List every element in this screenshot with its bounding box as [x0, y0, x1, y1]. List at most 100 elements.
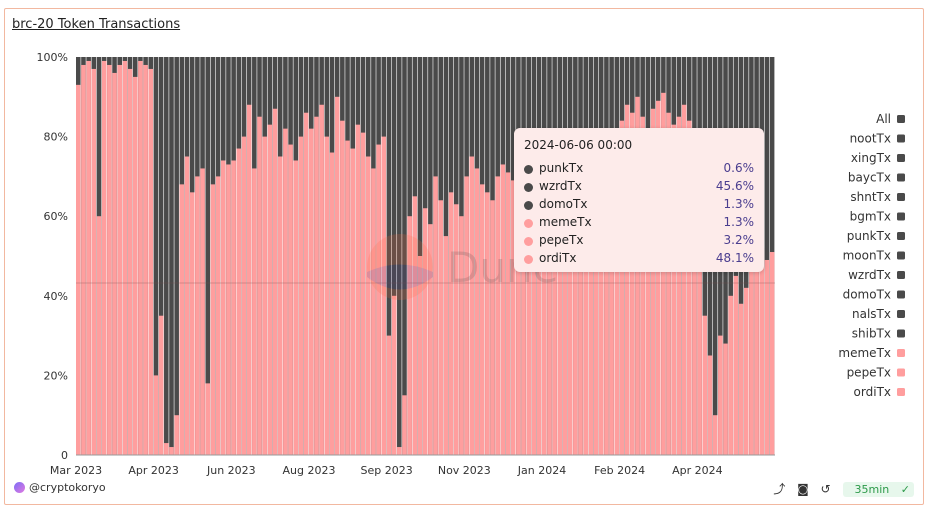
- bar-pink-segment[interactable]: [179, 184, 185, 456]
- bar-pink-segment[interactable]: [500, 164, 506, 455]
- legend-label[interactable]: bgmTx: [850, 210, 891, 224]
- legend-swatch[interactable]: [897, 349, 905, 357]
- bar-pink-segment[interactable]: [619, 120, 625, 456]
- bar-dark-segment[interactable]: [391, 57, 397, 455]
- bar-pink-segment[interactable]: [557, 208, 563, 455]
- bar-pink-segment[interactable]: [386, 335, 392, 455]
- bar-pink-segment[interactable]: [272, 108, 278, 456]
- bar-dark-segment[interactable]: [764, 57, 770, 455]
- bar-pink-segment[interactable]: [215, 176, 221, 455]
- bar-pink-segment[interactable]: [91, 68, 97, 455]
- bar-pink-segment[interactable]: [583, 204, 588, 455]
- bar-pink-segment[interactable]: [531, 176, 537, 455]
- bar-pink-segment[interactable]: [127, 68, 133, 455]
- bar-pink-segment[interactable]: [293, 160, 299, 456]
- bar-pink-segment[interactable]: [474, 168, 480, 455]
- bar-pink-segment[interactable]: [743, 287, 749, 455]
- bar-pink-segment[interactable]: [200, 168, 205, 455]
- camera-icon[interactable]: ◙: [797, 482, 809, 496]
- legend-label[interactable]: baycTx: [848, 171, 891, 185]
- bar-pink-segment[interactable]: [567, 200, 573, 455]
- bar-pink-segment[interactable]: [650, 108, 656, 456]
- bar-pink-segment[interactable]: [604, 196, 609, 456]
- bar-pink-segment[interactable]: [355, 124, 361, 455]
- author-link[interactable]: @cryptokoryo: [14, 481, 106, 494]
- bar-pink-segment[interactable]: [101, 60, 107, 455]
- bar-pink-segment[interactable]: [593, 212, 599, 455]
- bar-pink-segment[interactable]: [417, 256, 423, 455]
- bar-dark-segment[interactable]: [205, 57, 211, 455]
- legend-label[interactable]: shibTx: [852, 327, 891, 341]
- bar-pink-segment[interactable]: [148, 68, 154, 455]
- bar-pink-segment[interactable]: [314, 116, 319, 455]
- bar-pink-segment[interactable]: [526, 168, 532, 455]
- bar-pink-segment[interactable]: [189, 192, 195, 455]
- bar-pink-segment[interactable]: [226, 164, 231, 455]
- bar-dark-segment[interactable]: [397, 57, 402, 455]
- legend-swatch[interactable]: [897, 271, 905, 279]
- bar-pink-segment[interactable]: [319, 104, 324, 455]
- bar-pink-segment[interactable]: [329, 152, 335, 455]
- bar-pink-segment[interactable]: [158, 315, 164, 455]
- bar-pink-segment[interactable]: [692, 128, 697, 455]
- legend-swatch[interactable]: [897, 290, 905, 299]
- legend-swatch[interactable]: [897, 329, 905, 338]
- bar-pink-segment[interactable]: [132, 76, 138, 456]
- bar-pink-segment[interactable]: [686, 120, 692, 456]
- bar-pink-segment[interactable]: [174, 415, 179, 455]
- bar-pink-segment[interactable]: [112, 72, 117, 456]
- legend-label[interactable]: pepeTx: [847, 366, 891, 380]
- bar-pink-segment[interactable]: [433, 176, 438, 455]
- bar-pink-segment[interactable]: [635, 96, 640, 456]
- bar-pink-segment[interactable]: [360, 132, 366, 455]
- bar-pink-segment[interactable]: [614, 216, 620, 455]
- bar-pink-segment[interactable]: [764, 259, 770, 455]
- legend-label[interactable]: moonTx: [843, 249, 891, 263]
- bar-pink-segment[interactable]: [655, 100, 661, 455]
- bar-pink-segment[interactable]: [485, 192, 490, 455]
- bar-pink-segment[interactable]: [402, 395, 407, 455]
- bar-pink-segment[interactable]: [257, 116, 262, 455]
- legend-swatch[interactable]: [897, 212, 905, 221]
- bar-pink-segment[interactable]: [624, 104, 630, 455]
- legend-swatch[interactable]: [897, 232, 905, 240]
- bar-pink-segment[interactable]: [138, 60, 143, 455]
- bar-pink-segment[interactable]: [267, 124, 273, 455]
- bar-pink-segment[interactable]: [443, 236, 449, 455]
- bar-pink-segment[interactable]: [153, 375, 159, 455]
- bar-pink-segment[interactable]: [542, 192, 547, 455]
- legend-swatch[interactable]: [897, 173, 905, 182]
- bar-pink-segment[interactable]: [671, 124, 677, 455]
- legend-swatch[interactable]: [897, 310, 905, 318]
- bar-pink-segment[interactable]: [143, 64, 148, 456]
- bar-pink-segment[interactable]: [707, 355, 713, 456]
- refresh-badge[interactable]: 35min ✓: [842, 482, 914, 497]
- bar-pink-segment[interactable]: [681, 104, 687, 455]
- bar-pink-segment[interactable]: [81, 64, 86, 456]
- legend-label[interactable]: punkTx: [847, 229, 891, 243]
- legend-swatch[interactable]: [897, 154, 905, 162]
- bar-pink-segment[interactable]: [407, 216, 412, 455]
- legend-label[interactable]: nootTx: [850, 132, 891, 146]
- bar-pink-segment[interactable]: [536, 184, 542, 456]
- bar-pink-segment[interactable]: [712, 415, 718, 455]
- bar-pink-segment[interactable]: [728, 295, 733, 455]
- bar-pink-segment[interactable]: [350, 148, 355, 456]
- chart-title[interactable]: brc-20 Token Transactions: [12, 17, 181, 32]
- bar-pink-segment[interactable]: [702, 315, 708, 455]
- bar-pink-segment[interactable]: [365, 156, 371, 456]
- legend-label[interactable]: memeTx: [838, 346, 891, 360]
- refresh-icon[interactable]: ↺: [820, 482, 831, 496]
- bar-pink-segment[interactable]: [718, 335, 723, 455]
- bar-pink-segment[interactable]: [371, 168, 376, 455]
- bar-pink-segment[interactable]: [464, 176, 469, 455]
- bar-pink-segment[interactable]: [588, 188, 594, 455]
- bar-pink-segment[interactable]: [749, 256, 754, 455]
- bar-pink-segment[interactable]: [283, 128, 288, 455]
- bar-dark-segment[interactable]: [164, 57, 169, 455]
- bar-pink-segment[interactable]: [438, 200, 444, 455]
- bar-pink-segment[interactable]: [630, 112, 635, 455]
- legend-label[interactable]: domoTx: [843, 288, 891, 302]
- bar-pink-segment[interactable]: [169, 447, 174, 455]
- bar-pink-segment[interactable]: [231, 160, 236, 456]
